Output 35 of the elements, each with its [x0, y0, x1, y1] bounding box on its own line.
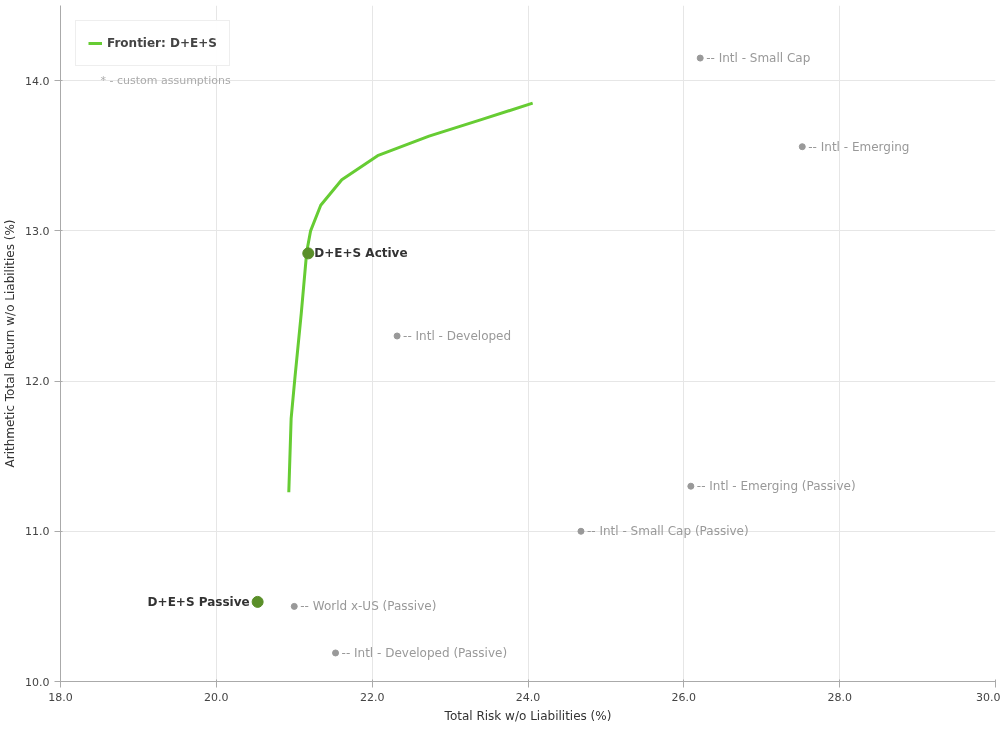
x-tick-label: 24.0 [515, 690, 541, 704]
point [798, 143, 806, 151]
point [251, 595, 264, 608]
x-tick-label: 18.0 [48, 690, 73, 704]
y-tick-label: 13.0 [25, 224, 50, 238]
point [696, 54, 704, 62]
point [332, 649, 340, 657]
point [302, 247, 315, 260]
y-tick-label: 11.0 [25, 525, 50, 539]
series-label: -- World x-US (Passive) [300, 599, 437, 614]
x-axis-title: Total Risk w/o Liabilities (%) [443, 708, 612, 723]
x-tick-label: 28.0 [827, 690, 852, 704]
y-axis-title: Arithmetic Total Return w/o Liabilities (%) [3, 219, 18, 468]
series-label: D+E+S Passive [147, 594, 250, 609]
series-label: -- Intl - Emerging (Passive) [696, 479, 856, 494]
y-tick-label: 10.0 [25, 675, 50, 689]
point [687, 482, 695, 490]
series-label: D+E+S Active [314, 246, 408, 261]
y-tick-label: 14.0 [25, 74, 50, 88]
series-label: -- Intl - Emerging [808, 139, 910, 154]
line-series [287, 101, 535, 494]
series-label: -- Intl - Small Cap (Passive) [586, 524, 749, 539]
x-tick-label: 20.0 [204, 690, 229, 704]
x-tick-label: 26.0 [671, 690, 697, 704]
y-tick-label: 12.0 [25, 375, 50, 389]
annotation: * - custom assumptions [100, 73, 231, 87]
series-label: -- Intl - Small Cap [706, 51, 811, 66]
series-label: -- Intl - Developed (Passive) [341, 645, 508, 660]
x-tick-label: 22.0 [359, 690, 385, 704]
point [577, 527, 585, 535]
legend-label: Frontier: D+E+S [107, 36, 217, 50]
point [290, 602, 298, 610]
series-label: -- Intl - Developed [403, 328, 512, 343]
point [393, 332, 401, 340]
x-tick-label: 30.0 [976, 690, 1001, 704]
